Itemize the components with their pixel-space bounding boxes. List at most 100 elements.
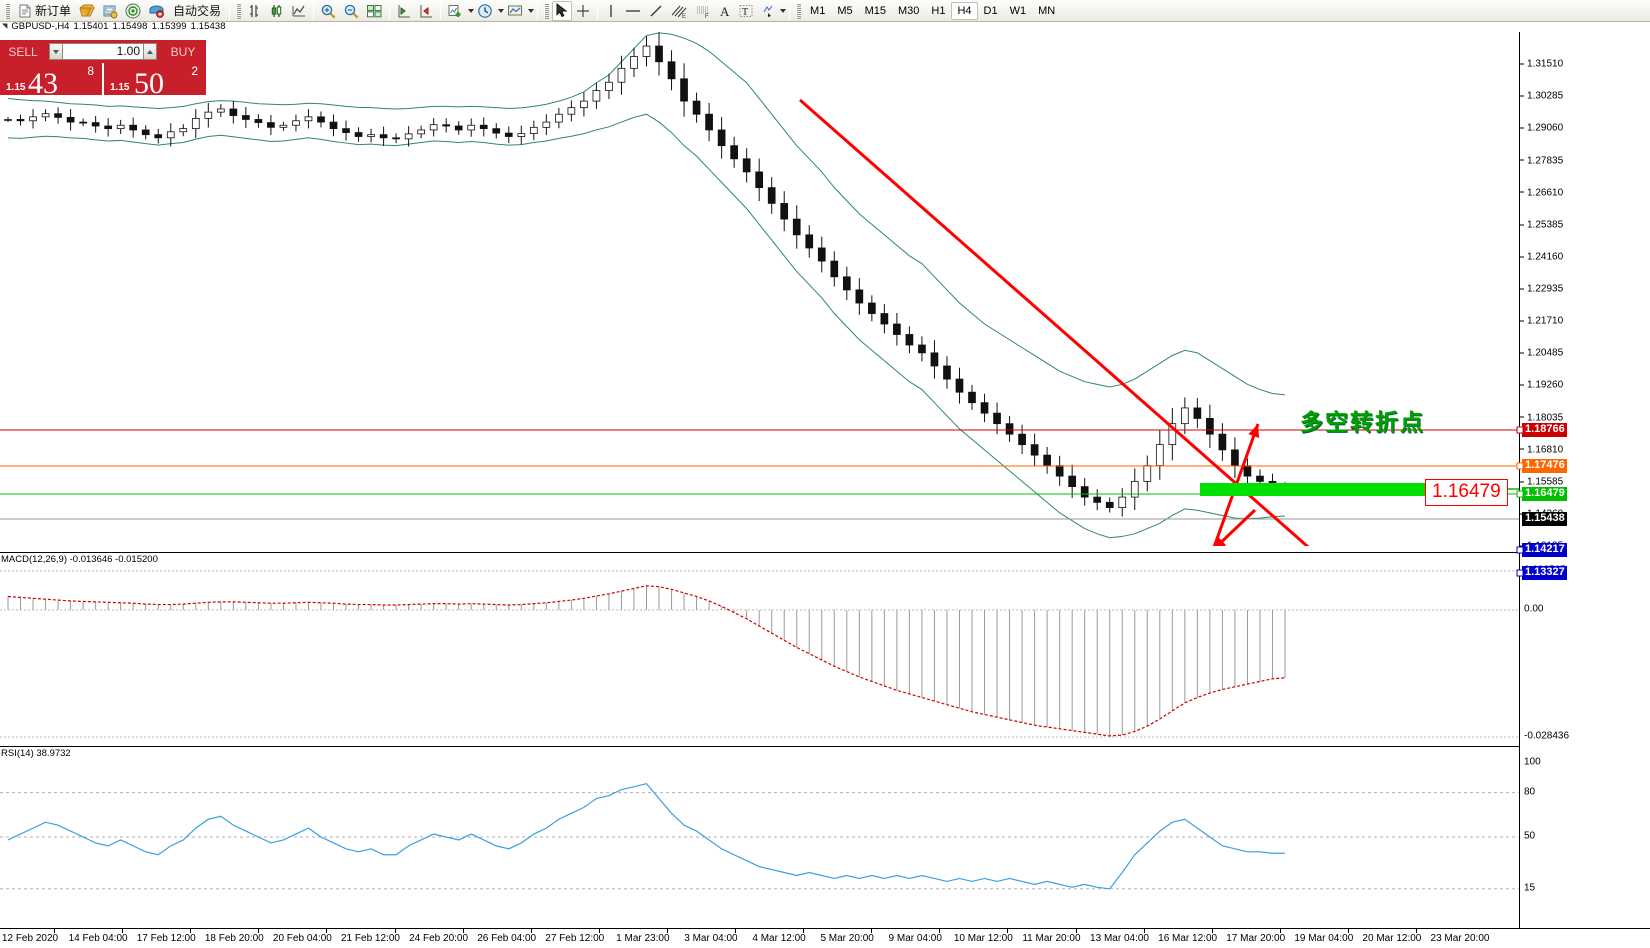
- templates-dropdown-caret[interactable]: [528, 8, 535, 13]
- rsi-scale-15: 15: [1524, 882, 1536, 894]
- timeframe-m30[interactable]: M30: [898, 4, 920, 17]
- sell-price-display[interactable]: 1.15 43 8: [0, 63, 102, 99]
- svg-text:E: E: [682, 14, 686, 19]
- timeframe-h1[interactable]: H1: [931, 4, 946, 17]
- sell-button[interactable]: SELL: [0, 40, 46, 63]
- period-button[interactable]: [474, 1, 497, 21]
- toolbar-grip-2[interactable]: [236, 2, 242, 19]
- buy-price-prefix: 1.15: [110, 82, 130, 93]
- price-tick: 1.31510: [1520, 59, 1563, 70]
- timeframe-mn[interactable]: MN: [1038, 4, 1056, 17]
- text-label-tool-button[interactable]: T: [735, 1, 757, 21]
- zoom-out-button[interactable]: [340, 1, 363, 21]
- symbol-info-bar: ◥ GBPUSD-,H4 1.15401 1.15498 1.15399 1.1…: [0, 22, 1650, 32]
- time-axis-tick: [1143, 928, 1145, 933]
- arrows-dropdown-caret[interactable]: [780, 8, 787, 13]
- bar-chart-button[interactable]: [244, 1, 266, 21]
- price-tick: 1.19260: [1520, 380, 1563, 391]
- zoom-in-button[interactable]: [317, 1, 340, 21]
- crosshair-icon: [577, 4, 590, 17]
- time-axis-label: 17 Feb 12:00: [136, 933, 196, 944]
- time-axis-label: 16 Mar 12:00: [1158, 933, 1218, 944]
- time-axis-label: 11 Mar 20:00: [1022, 933, 1081, 944]
- toolbar-grip-4[interactable]: [796, 2, 802, 19]
- buy-price-main: 50: [134, 67, 164, 100]
- time-axis-tick: [530, 928, 532, 933]
- time-axis-tick: [54, 928, 56, 933]
- volume-increment-button[interactable]: [143, 43, 157, 60]
- horizontal-line-tool-button[interactable]: [621, 1, 645, 21]
- equidistant-channel-tool-button[interactable]: E: [667, 1, 691, 21]
- timeframe-h4[interactable]: H4: [951, 1, 978, 20]
- time-axis-label: 5 Mar 20:00: [820, 933, 874, 944]
- level-handle-marker[interactable]: [1516, 569, 1524, 577]
- crosshair-tool-button[interactable]: [572, 1, 594, 21]
- signals-button[interactable]: [122, 1, 145, 21]
- price-tick: 1.16810: [1520, 444, 1563, 455]
- auto-trading-button[interactable]: 自动交易: [168, 1, 226, 21]
- price-callout-box: 1.16479: [1425, 479, 1508, 506]
- time-axis-tick: [1279, 928, 1281, 933]
- timeframe-d1[interactable]: D1: [983, 4, 998, 17]
- period-dropdown-caret[interactable]: [498, 8, 505, 13]
- new-order-button[interactable]: 新订单: [13, 1, 76, 21]
- timeframe-m1[interactable]: M1: [810, 4, 826, 17]
- time-axis-tick: [1075, 928, 1077, 933]
- price-level-label[interactable]: 1.14217: [1522, 543, 1567, 557]
- price-level-label[interactable]: 1.16479: [1522, 487, 1567, 501]
- volume-control[interactable]: 1.00: [46, 40, 160, 63]
- tile-windows-button[interactable]: [363, 1, 386, 21]
- level-handle-marker[interactable]: [1516, 462, 1524, 470]
- time-axis-label: 27 Feb 12:00: [545, 933, 605, 944]
- price-level-label[interactable]: 1.13327: [1522, 566, 1567, 580]
- add-indicator-button[interactable]: [444, 1, 467, 21]
- fibonacci-tool-button[interactable]: F: [691, 1, 715, 21]
- chart-area[interactable]: 多空转折点 1.16479 MACD(12,26,9) -0.013646 -0…: [0, 32, 1650, 948]
- templates-button[interactable]: [504, 1, 527, 21]
- text-tool-button[interactable]: A: [715, 1, 735, 21]
- price-scale[interactable]: 1.31510 1.30285 1.29060 1.27835 1.26610 1.253…: [1516, 32, 1650, 928]
- volume-decrement-button[interactable]: [49, 43, 63, 60]
- level-handle-marker[interactable]: [1516, 546, 1524, 554]
- time-axis-tick: [190, 928, 192, 933]
- vertical-line-tool-button[interactable]: [601, 1, 621, 21]
- candlestick-chart-button[interactable]: [266, 1, 288, 21]
- tile-windows-icon: [367, 4, 382, 17]
- buy-price-display[interactable]: 1.15 50 2: [104, 63, 206, 99]
- timeframe-m5[interactable]: M5: [837, 4, 853, 17]
- cursor-tool-button[interactable]: [552, 0, 573, 21]
- rsi-pane[interactable]: RSI(14) 38.9732: [0, 746, 1519, 928]
- time-axis-label: 14 Feb 04:00: [68, 933, 128, 944]
- arrows-tool-button[interactable]: [757, 1, 779, 21]
- trendline-tool-button[interactable]: [645, 1, 667, 21]
- macd-canvas: [0, 570, 1519, 738]
- toolbar-grip[interactable]: [5, 2, 10, 19]
- indicator-dropdown-caret[interactable]: [468, 8, 475, 13]
- trendline-icon: [650, 5, 662, 16]
- print-icon: [103, 5, 118, 18]
- toolbar-grip-3[interactable]: [544, 2, 550, 19]
- auto-scroll-button[interactable]: [415, 1, 437, 21]
- price-pane[interactable]: 多空转折点 1.16479: [0, 32, 1519, 546]
- rsi-scale-50: 50: [1524, 830, 1536, 842]
- price-level-label[interactable]: 1.17476: [1522, 459, 1567, 473]
- shift-end-button[interactable]: [393, 1, 415, 21]
- line-chart-button[interactable]: [288, 1, 310, 21]
- rsi-title: RSI(14) 38.9732: [1, 748, 71, 759]
- zoom-out-icon: [344, 4, 359, 18]
- time-axis-tick: [1347, 928, 1349, 933]
- terminal-button[interactable]: [99, 1, 122, 21]
- data-window-button[interactable]: [76, 1, 99, 21]
- level-handle-marker[interactable]: [1516, 490, 1524, 498]
- volume-input[interactable]: 1.00: [63, 43, 143, 60]
- price-level-label[interactable]: 1.15438: [1522, 512, 1567, 526]
- macd-pane[interactable]: MACD(12,26,9) -0.013646 -0.015200: [0, 552, 1519, 744]
- timeframe-w1[interactable]: W1: [1009, 4, 1027, 17]
- level-handle-marker[interactable]: [1516, 426, 1524, 434]
- buy-button[interactable]: BUY: [160, 40, 206, 63]
- sell-price-fraction: 8: [87, 64, 94, 78]
- one-click-trading-panel[interactable]: SELL 1.00 BUY 1.15 43 8 1.15 50 2: [0, 40, 206, 99]
- price-level-label[interactable]: 1.18766: [1522, 423, 1567, 437]
- market-button[interactable]: [145, 1, 168, 21]
- timeframe-m15[interactable]: M15: [864, 4, 886, 17]
